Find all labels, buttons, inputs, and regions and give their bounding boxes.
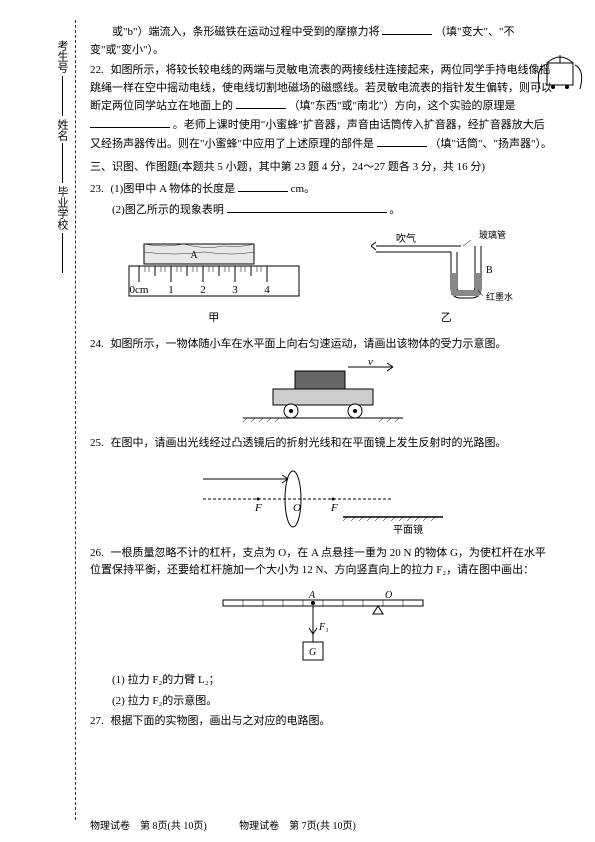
ammeter-figure [535, 45, 585, 95]
q26-text1: 一根质量忽略不计的杠杆，支点为 O，在 A 点悬挂一重为 20 N 的物体 G，… [90, 547, 546, 577]
lever-O: O [385, 590, 392, 601]
utube-figure: 吹气 玻璃管 B 红墨水 乙 [371, 228, 521, 328]
lens-F1: F [254, 502, 262, 514]
lever-svg: A O F₁ G [203, 586, 443, 666]
q25-text: 在图中，请画出光线经过凸透镜后的折射光线和在平面镜上发生反射时的光路图。 [111, 437, 507, 449]
svg-text:2: 2 [200, 284, 206, 296]
svg-text:3: 3 [232, 284, 238, 296]
ruler-caption: 甲 [124, 310, 304, 328]
q27-num: 27. [90, 715, 104, 727]
q23-sub2: (2)图乙所示的现象表明 。 [90, 201, 555, 220]
q24-num: 24. [90, 338, 104, 350]
lens-figure: F O F 平面镜 [90, 459, 555, 539]
lens-mirror-label: 平面镜 [393, 523, 423, 536]
ruler-figure: A [124, 238, 304, 328]
q23-num: 23. [90, 183, 104, 195]
lens-svg: F O F 平面镜 [193, 459, 453, 539]
utube-water-label: 红墨水 [486, 291, 513, 302]
label-line [62, 143, 63, 183]
q22-text2: （填"东西"或"南北"）方向，这个实验的原理是 [289, 100, 516, 112]
ruler-svg: A [124, 238, 304, 308]
ruler-object-label: A [190, 250, 198, 261]
svg-text:0cm: 0cm [129, 284, 148, 296]
main-content: 或"b"）端流入，条形磁铁在运动过程中受到的摩擦力将 （填"变大"、"不变"或"… [90, 23, 555, 731]
cart-figure: v [90, 359, 555, 429]
q22-num: 22. [90, 64, 104, 76]
utube-svg: 吹气 玻璃管 B 红墨水 [371, 228, 521, 308]
lens-O: O [293, 502, 301, 514]
q22: 22. 如图所示，将较长较电线的两端与灵敏电流表的两接线柱连接起来，两位同学手持… [90, 62, 555, 153]
blank [227, 201, 387, 213]
q26: 26. 一根质量忽略不计的杠杆，支点为 O，在 A 点悬挂一重为 20 N 的物… [90, 545, 555, 580]
q26-sub1: (1) 拉力 F₂的力臂 L₂； [90, 672, 555, 690]
q23-figures: A [90, 228, 555, 328]
q26-sub2: (2) 拉力 F₂的示意图。 [90, 693, 555, 711]
label-line [62, 76, 63, 116]
section3-title: 三、识图、作图题(本题共 5 小题，其中第 23 题 4 分，24～27 题各 … [90, 159, 555, 177]
vertical-label-strip: 考生号 姓名 毕业学校 [20, 40, 70, 740]
q27: 27. 根据下面的实物图，画出与之对应的电路图。 [90, 713, 555, 731]
blank [382, 23, 432, 35]
q24: 24. 如图所示，一物体随小车在水平面上向右匀速运动，请画出该物体的受力示意图。 [90, 336, 555, 354]
q23: 23. (1)图甲中 A 物体的长度是 cm。 [90, 180, 555, 199]
ammeter-icon [535, 45, 585, 95]
blank [377, 135, 427, 147]
svg-text:1: 1 [168, 284, 174, 296]
q22-text4: （填"话筒"、"扬声器"）。 [429, 138, 551, 150]
label-examid: 考生号 [54, 40, 70, 73]
cart-svg: v [233, 359, 413, 429]
q23-line1: (1)图甲中 A 物体的长度是 [111, 183, 236, 195]
lever-figure: A O F₁ G [90, 586, 555, 666]
utube-caption: 乙 [371, 310, 521, 328]
q23-line2-end: 。 [389, 204, 400, 216]
lens-F2: F [330, 502, 338, 514]
footer-left: 物理试卷 第 8页(共 10页) [90, 817, 207, 832]
utube-pipe-label: 玻璃管 [479, 229, 506, 240]
q23-line1-end: cm。 [291, 183, 315, 195]
q26-num: 26. [90, 547, 104, 559]
fold-dashed-line [75, 20, 76, 820]
q23-line2: (2)图乙所示的现象表明 [112, 204, 224, 216]
label-name: 姓名 [54, 119, 70, 141]
q25-num: 25. [90, 437, 104, 449]
blank [90, 116, 170, 128]
q25: 25. 在图中，请画出光线经过凸透镜后的折射光线和在平面镜上发生反射时的光路图。 [90, 435, 555, 453]
label-school: 毕业学校 [54, 186, 70, 230]
label-line [62, 233, 63, 273]
utube-mark-label: B [486, 265, 493, 276]
blank [238, 180, 288, 192]
lever-A: A [308, 590, 316, 601]
lever-F1: F₁ [318, 622, 329, 633]
blank [236, 97, 286, 109]
q21-tail-text1: 或"b"）端流入，条形磁铁在运动过程中受到的摩擦力将 [112, 26, 379, 38]
q21-tail: 或"b"）端流入，条形磁铁在运动过程中受到的摩擦力将 （填"变大"、"不变"或"… [90, 23, 555, 59]
q24-text: 如图所示，一物体随小车在水平面上向右匀速运动，请画出该物体的受力示意图。 [111, 338, 507, 350]
cart-v-label: v [368, 359, 373, 368]
svg-text:4: 4 [264, 284, 270, 296]
utube-blow-label: 吹气 [396, 232, 416, 245]
q27-text: 根据下面的实物图，画出与之对应的电路图。 [111, 715, 331, 727]
lever-G: G [309, 647, 316, 658]
